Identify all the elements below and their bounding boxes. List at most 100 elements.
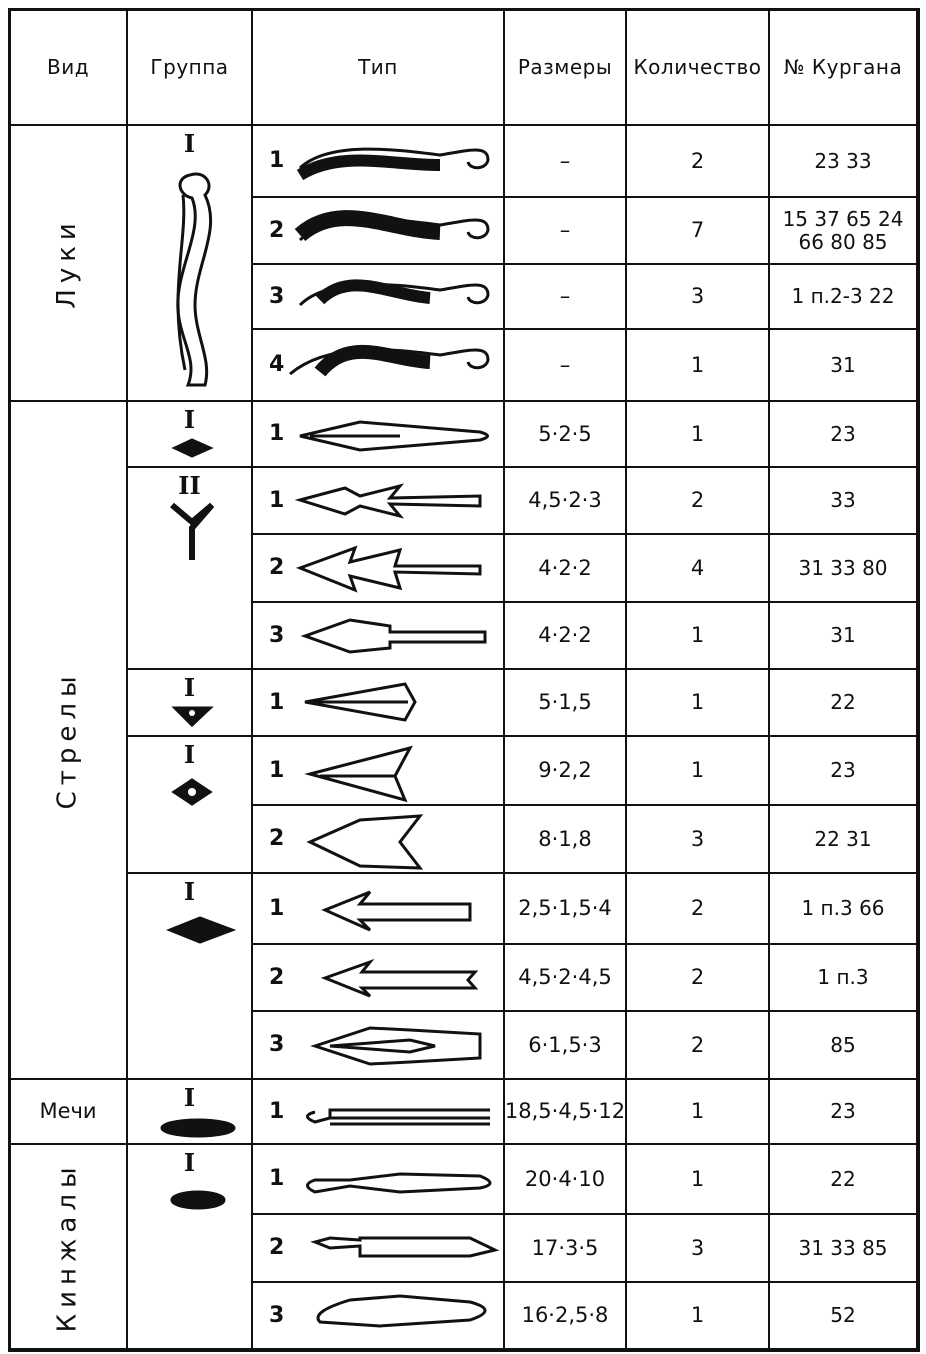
size: 16·2,5·8 xyxy=(505,1283,627,1350)
kurgan: 22 xyxy=(770,1145,918,1215)
header-cell: Вид xyxy=(10,10,128,126)
kurgan-text: 22 xyxy=(830,1168,855,1191)
count-text: 1 xyxy=(691,353,704,377)
size: – xyxy=(505,126,627,198)
kurgan-text: 23 xyxy=(830,759,855,782)
count: 2 xyxy=(627,126,770,198)
group: I xyxy=(128,670,253,737)
kurgan-text: 15 37 65 24 66 80 85 xyxy=(780,208,906,254)
size-text: 4·2·2 xyxy=(538,623,591,647)
size: 6·1,5·3 xyxy=(505,1012,627,1080)
count: 2 xyxy=(627,1012,770,1080)
header-cell: Размеры xyxy=(505,10,627,126)
kurgan: 22 31 xyxy=(770,806,918,874)
count: 2 xyxy=(627,945,770,1012)
group: I xyxy=(128,874,253,1080)
size: 18,5·4,5·12 xyxy=(505,1080,627,1145)
count-text: 4 xyxy=(691,556,704,580)
count: 3 xyxy=(627,1215,770,1283)
count: 1 xyxy=(627,603,770,670)
count-text: 2 xyxy=(691,149,704,173)
size: 17·3·5 xyxy=(505,1215,627,1283)
type-number-text: 1 xyxy=(269,1166,284,1191)
kurgan: 1 п.3 xyxy=(770,945,918,1012)
size: 4,5·2·4,5 xyxy=(505,945,627,1012)
size-text: 16·2,5·8 xyxy=(522,1303,609,1327)
count: 3 xyxy=(627,806,770,874)
kurgan-text: 31 33 85 xyxy=(798,1237,887,1260)
count: 1 xyxy=(627,330,770,402)
kurgan-text: 85 xyxy=(830,1034,855,1057)
type-number-text: 2 xyxy=(269,1235,284,1260)
type-number-text: 2 xyxy=(269,555,284,580)
kind: Стрелы xyxy=(10,402,128,1080)
size: 5·1,5 xyxy=(505,670,627,737)
kurgan: 22 xyxy=(770,670,918,737)
type-number: 3 xyxy=(253,603,505,670)
type-number: 4 xyxy=(253,330,505,402)
type-number-text: 2 xyxy=(269,965,284,990)
size: – xyxy=(505,265,627,330)
size: 8·1,8 xyxy=(505,806,627,874)
count: 1 xyxy=(627,402,770,468)
type-number-text: 4 xyxy=(269,352,284,377)
type-number-text: 2 xyxy=(269,826,284,851)
kurgan: 31 33 80 xyxy=(770,535,918,603)
header-cell-text: № Кургана xyxy=(784,56,902,79)
header-cell: Количество xyxy=(627,10,770,126)
type-number: 1 xyxy=(253,402,505,468)
kurgan: 23 xyxy=(770,1080,918,1145)
group: I xyxy=(128,1145,253,1350)
count: 2 xyxy=(627,874,770,945)
group: I xyxy=(128,126,253,402)
group-text: I xyxy=(184,741,195,769)
size: – xyxy=(505,198,627,265)
type-number-text: 1 xyxy=(269,148,284,173)
kind-text: Кинжалы xyxy=(53,1161,83,1332)
kurgan: 23 xyxy=(770,402,918,468)
group-text: I xyxy=(184,130,195,158)
kurgan: 31 xyxy=(770,603,918,670)
group-text: I xyxy=(184,406,195,434)
size-text: – xyxy=(560,218,571,242)
count-text: 1 xyxy=(691,422,704,446)
kurgan: 23 33 xyxy=(770,126,918,198)
size-text: 4,5·2·3 xyxy=(528,488,601,512)
size-text: – xyxy=(560,149,571,173)
size-text: 4·2·2 xyxy=(538,556,591,580)
size-text: 17·3·5 xyxy=(532,1236,599,1260)
type-number: 1 xyxy=(253,126,505,198)
kurgan-text: 1 п.3 66 xyxy=(801,897,884,920)
kurgan: 23 xyxy=(770,737,918,806)
group-text: I xyxy=(184,1084,195,1112)
type-number: 1 xyxy=(253,670,505,737)
header-cell-text: Группа xyxy=(150,56,228,79)
header-cell: Тип xyxy=(253,10,505,126)
kurgan-text: 31 xyxy=(830,624,855,647)
count-text: 1 xyxy=(691,1099,704,1123)
type-number: 1 xyxy=(253,1145,505,1215)
type-number-text: 1 xyxy=(269,758,284,783)
type-number: 1 xyxy=(253,737,505,806)
type-number: 3 xyxy=(253,1012,505,1080)
kurgan-text: 33 xyxy=(830,489,855,512)
size-text: 9·2,2 xyxy=(538,758,591,782)
count-text: 1 xyxy=(691,1303,704,1327)
group-text: I xyxy=(184,878,195,906)
type-number: 1 xyxy=(253,468,505,535)
count: 1 xyxy=(627,670,770,737)
size-text: 4,5·2·4,5 xyxy=(518,965,612,989)
type-number-text: 1 xyxy=(269,421,284,446)
kurgan-text: 31 xyxy=(830,354,855,377)
group-text: I xyxy=(184,674,195,702)
type-number-text: 3 xyxy=(269,1032,284,1057)
kind: Мечи xyxy=(10,1080,128,1145)
kurgan: 15 37 65 24 66 80 85 xyxy=(770,198,918,265)
size: – xyxy=(505,330,627,402)
count-text: 3 xyxy=(691,1236,704,1260)
size-text: 5·2·5 xyxy=(538,422,591,446)
count-text: 3 xyxy=(691,827,704,851)
count: 4 xyxy=(627,535,770,603)
count-text: 2 xyxy=(691,1033,704,1057)
kurgan: 1 п.3 66 xyxy=(770,874,918,945)
